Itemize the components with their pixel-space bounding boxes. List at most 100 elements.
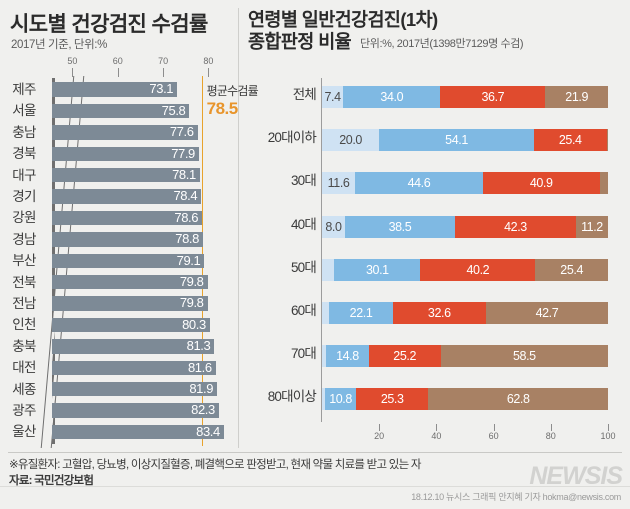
region-bar-row[interactable]: 대구 78.1 <box>0 166 238 185</box>
stacked-bar-segment[interactable]: 11.6 <box>322 172 356 195</box>
region-bar-value: 81.9 <box>189 380 214 396</box>
stacked-bar-segment[interactable]: 25.2 <box>368 345 441 368</box>
left-axis-tick-label: 50 <box>67 56 78 66</box>
region-bar-row[interactable]: 강원 78.6 <box>0 208 238 227</box>
age-bar-row[interactable]: 전체 7.4 34.0 36.7 21.9 <box>248 82 630 108</box>
region-bar-row[interactable]: 경남 78.8 <box>0 230 238 249</box>
region-bar-wrap: 78.1 <box>52 167 238 183</box>
right-axis-tick-label: 40 <box>431 431 442 441</box>
region-bar-row[interactable]: 충북 81.3 <box>0 337 238 356</box>
right-axis-tick <box>550 424 552 431</box>
stacked-bar: 8.0 38.5 42.3 11.2 <box>322 215 608 238</box>
bottom-divider <box>0 486 630 487</box>
region-bar[interactable] <box>52 403 219 418</box>
stacked-bar-segment[interactable] <box>599 172 608 195</box>
region-bar-row[interactable]: 울산 83.4 <box>0 422 238 441</box>
region-bar-row[interactable]: 경기 78.4 <box>0 187 238 206</box>
stacked-bar-segment[interactable]: 42.3 <box>454 215 576 238</box>
stacked-bar-segment[interactable]: 44.6 <box>355 172 483 195</box>
stacked-bar-segment[interactable] <box>322 345 327 368</box>
stacked-bar-segment[interactable]: 38.5 <box>344 215 455 238</box>
age-bar-row[interactable]: 80대이상 10.8 25.3 62.8 <box>248 384 630 411</box>
region-bar[interactable] <box>52 253 205 268</box>
stacked-bar-segment[interactable]: 34.0 <box>343 86 441 108</box>
region-label: 전남 <box>12 296 36 311</box>
stacked-bar-segment[interactable]: 25.4 <box>533 129 607 152</box>
age-group-label: 70대 <box>290 346 317 362</box>
stacked-bar-segment[interactable]: 62.8 <box>428 388 608 411</box>
region-bar[interactable] <box>52 317 210 333</box>
region-bar-row[interactable]: 부산 79.1 <box>0 251 238 270</box>
region-bar[interactable] <box>52 210 203 226</box>
region-bar-row[interactable]: 충남 77.6 <box>0 123 238 142</box>
age-group-label: 80대이상 <box>267 389 317 405</box>
region-bar-wrap: 78.8 <box>52 231 238 247</box>
stacked-bar-segment[interactable]: 21.9 <box>545 86 608 108</box>
stacked-bar-segment[interactable]: 8.0 <box>322 215 345 238</box>
region-bar-row[interactable]: 인천 80.3 <box>0 315 238 334</box>
age-bar-row[interactable]: 20대이하 20.0 54.1 25.4 <box>248 125 630 152</box>
age-bar-row[interactable]: 40대 8.0 38.5 42.3 11.2 <box>248 212 630 238</box>
stacked-bar-segment[interactable]: 22.1 <box>329 302 393 324</box>
stacked-bar-segment[interactable]: 42.7 <box>485 302 608 324</box>
stacked-bar-segment[interactable]: 11.2 <box>575 215 608 238</box>
stacked-bar-segment[interactable] <box>322 258 335 281</box>
region-bar-row[interactable]: 세종 81.9 <box>0 380 238 399</box>
region-bar-value: 80.3 <box>182 316 206 332</box>
stacked-bar-segment[interactable]: 25.4 <box>535 258 608 281</box>
region-label: 광주 <box>12 403 36 418</box>
stacked-bar-segment[interactable]: 20.0 <box>322 129 380 152</box>
region-bar-row[interactable]: 전남 79.8 <box>0 294 238 313</box>
region-bar-row[interactable]: 서울 75.8 <box>0 101 238 120</box>
region-bar-value: 73.1 <box>149 81 174 97</box>
age-bar-row[interactable]: 30대 11.6 44.6 40.9 <box>248 168 630 195</box>
region-bar[interactable] <box>52 339 215 354</box>
stacked-bar-segment[interactable]: 40.2 <box>420 258 536 281</box>
stacked-bar-segment[interactable]: 10.8 <box>325 388 357 411</box>
chart-legend <box>248 56 630 78</box>
region-bar-value: 79.1 <box>176 252 201 268</box>
average-label: 평균수검률 <box>206 84 259 98</box>
region-bar[interactable] <box>52 232 203 247</box>
left-axis-tick <box>72 68 74 77</box>
region-bar[interactable] <box>52 125 198 140</box>
region-bar-value: 83.4 <box>196 423 220 439</box>
region-bar[interactable] <box>52 103 190 119</box>
stacked-bar-segment[interactable]: 36.7 <box>440 86 546 108</box>
stacked-bar-segment[interactable]: 25.3 <box>356 388 429 411</box>
stacked-bar-segment[interactable]: 7.4 <box>322 86 344 108</box>
stacked-bar-segment[interactable]: 54.1 <box>379 129 534 152</box>
region-bar[interactable] <box>52 274 208 290</box>
region-bar-row[interactable]: 광주 82.3 <box>0 401 238 420</box>
left-axis-tick-label: 70 <box>158 56 169 66</box>
region-label: 울산 <box>12 424 36 440</box>
region-bar[interactable] <box>52 296 208 311</box>
age-bar-row[interactable]: 60대 22.1 32.6 42.7 <box>248 298 630 324</box>
stacked-bar-segment[interactable] <box>322 302 330 324</box>
region-bar[interactable] <box>52 381 218 397</box>
stacked-bar-segment[interactable] <box>606 129 608 152</box>
stacked-bar-segment[interactable]: 58.5 <box>440 345 608 368</box>
stacked-bar-segment[interactable]: 14.8 <box>326 345 369 368</box>
region-bar-wrap: 80.3 <box>52 316 238 333</box>
region-bar-row[interactable]: 대전 81.6 <box>0 358 238 377</box>
age-bar-row[interactable]: 70대 14.8 25.2 58.5 <box>248 341 630 368</box>
stacked-bar-segment[interactable]: 40.9 <box>482 172 600 195</box>
region-bar-wrap: 79.8 <box>52 274 238 290</box>
region-bar-row[interactable]: 경북 77.9 <box>0 144 238 163</box>
stacked-bar: 7.4 34.0 36.7 21.9 <box>322 86 608 108</box>
region-bar[interactable] <box>52 167 200 183</box>
region-bar[interactable] <box>52 360 216 375</box>
region-bar[interactable] <box>52 189 202 204</box>
stacked-bar-segment[interactable] <box>322 388 326 411</box>
region-bar-row[interactable]: 제주 73.1 <box>0 80 238 99</box>
region-bar-wrap: 78.4 <box>52 188 238 204</box>
region-bar[interactable] <box>52 82 178 97</box>
stacked-bar-segment[interactable]: 32.6 <box>392 302 486 324</box>
age-bar-row[interactable]: 50대 30.1 40.2 25.4 <box>248 255 630 281</box>
region-bar[interactable] <box>52 146 199 161</box>
region-bar-row[interactable]: 전북 79.8 <box>0 273 238 292</box>
region-bar[interactable] <box>52 424 224 440</box>
stacked-bar-segment[interactable]: 30.1 <box>334 258 421 281</box>
credit-line: 18.12.10 뉴시스 그래픽 안지혜 기자 hokma@newsis.com <box>411 492 621 502</box>
